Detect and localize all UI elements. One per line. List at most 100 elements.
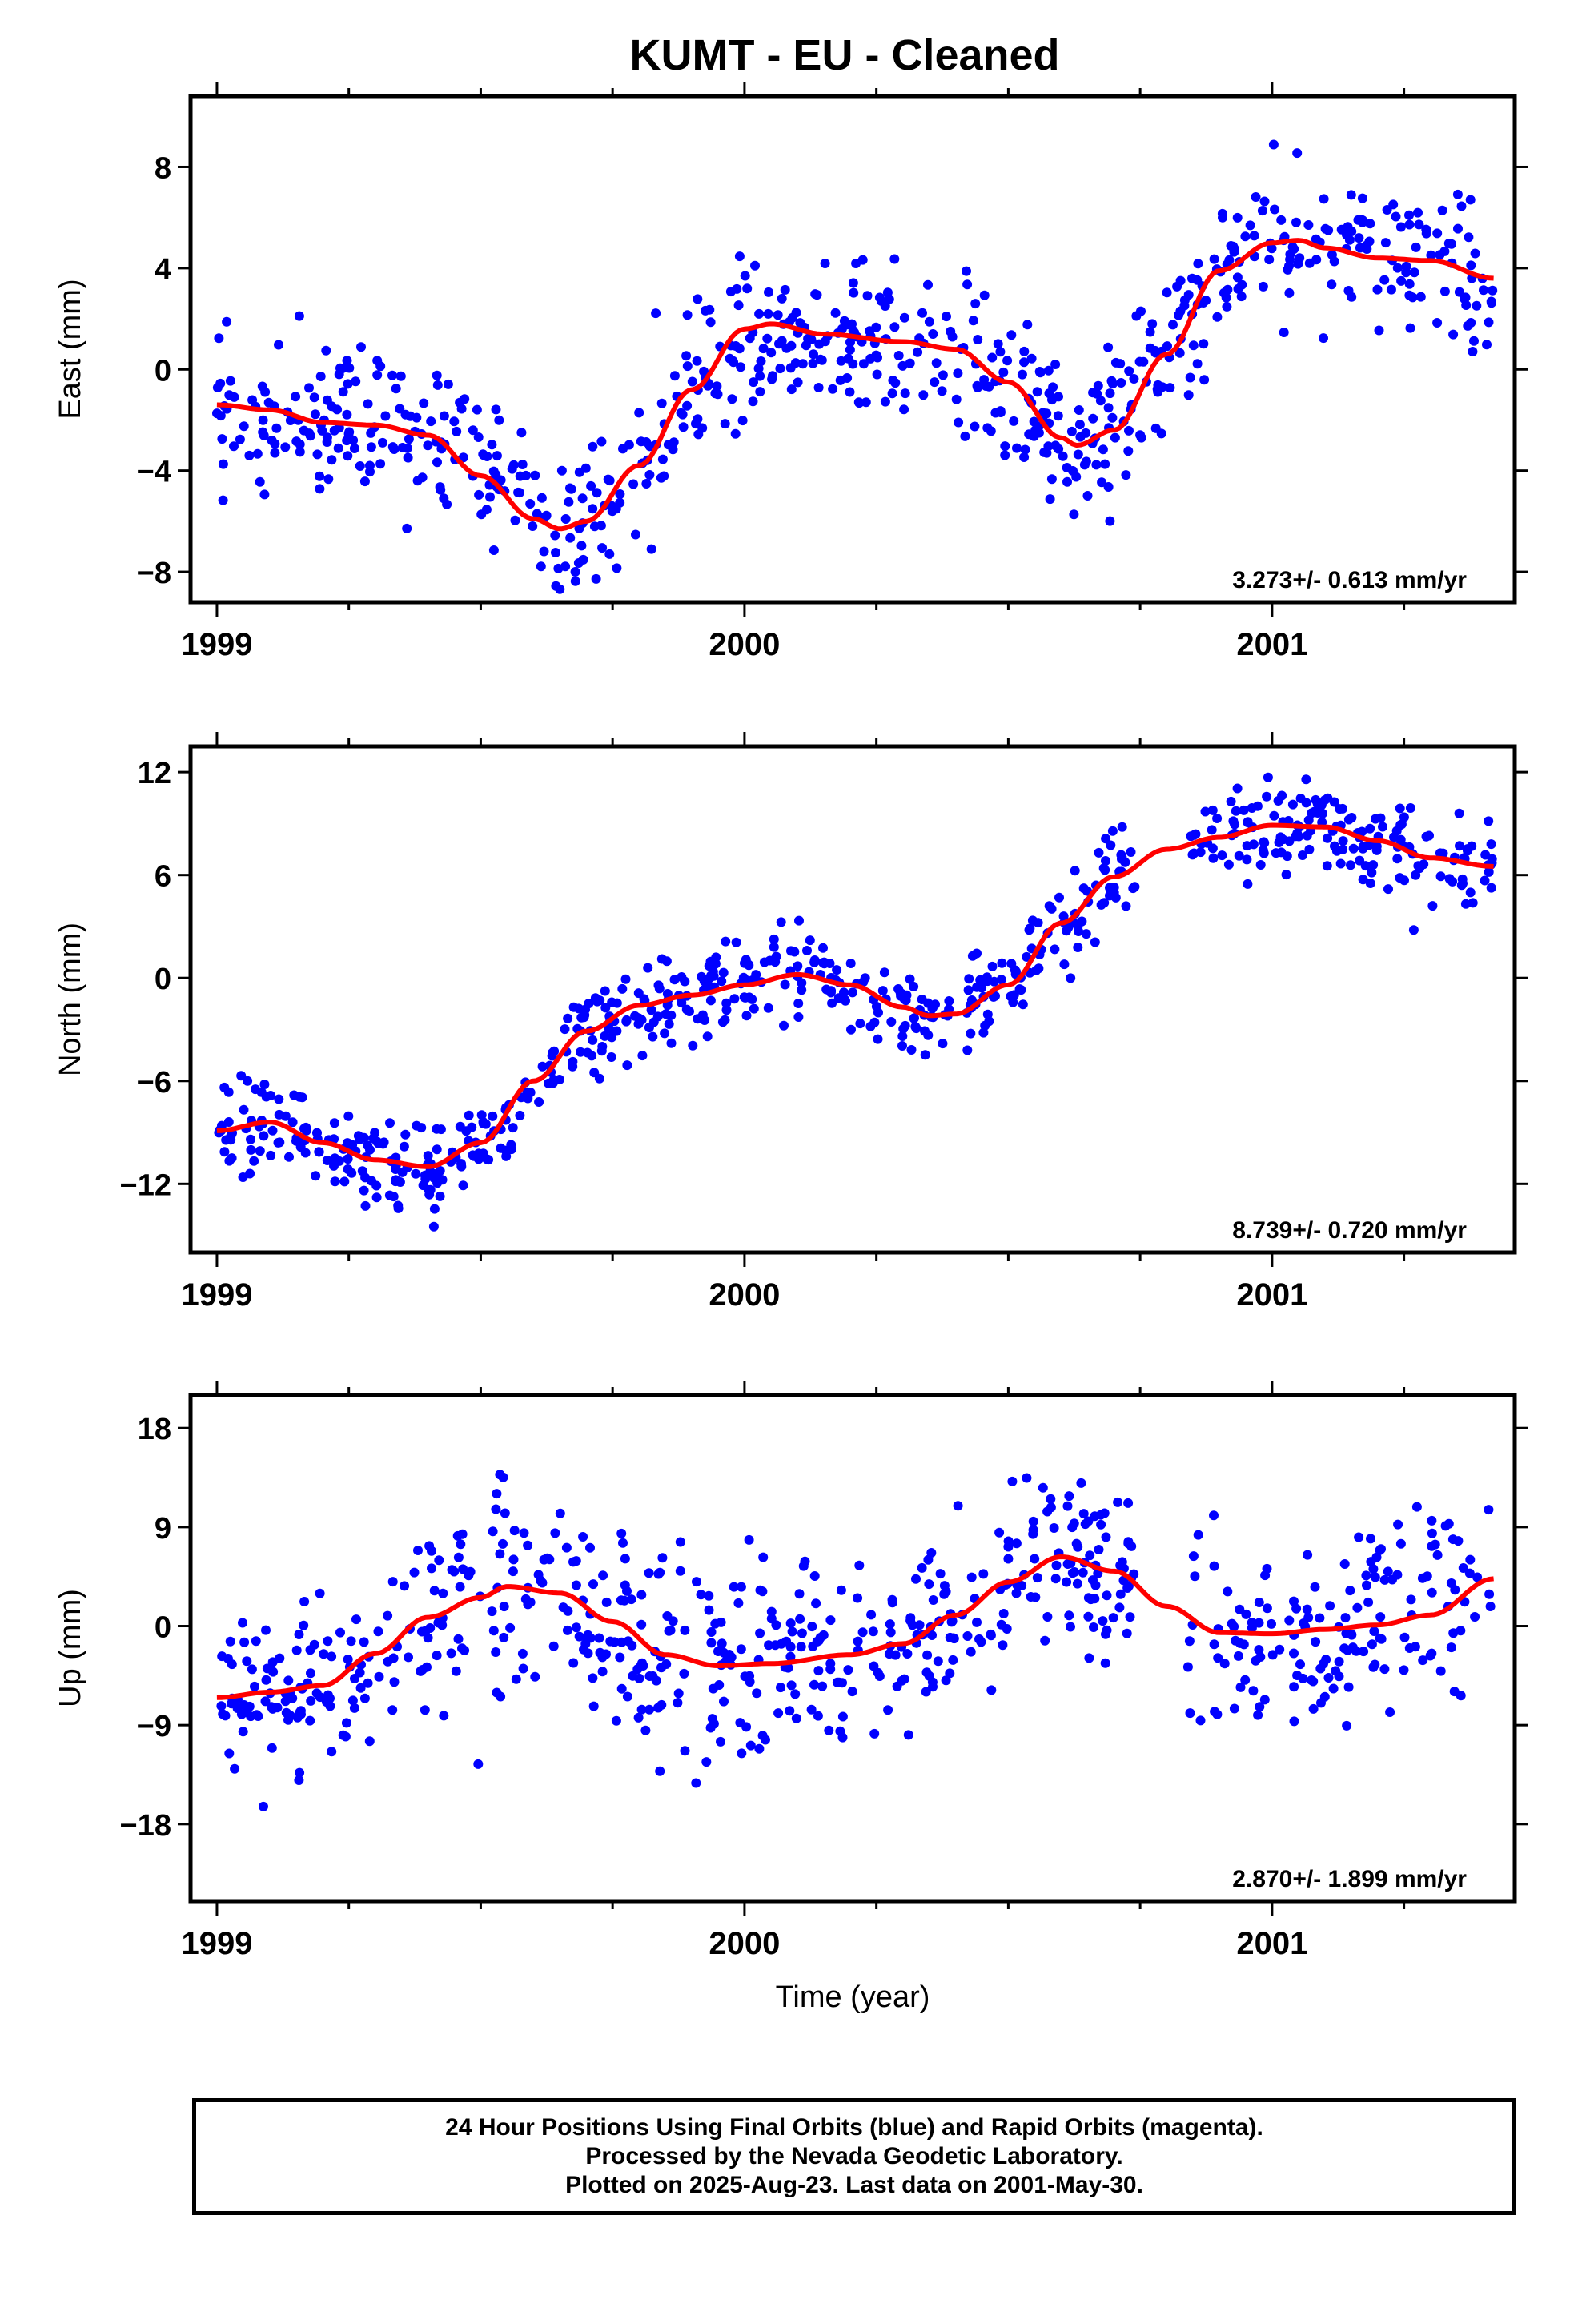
data-point: [874, 292, 885, 303]
data-point: [372, 370, 383, 380]
data-point: [836, 1585, 846, 1595]
data-point: [995, 347, 1006, 357]
data-point: [482, 1154, 492, 1164]
data-point: [1175, 275, 1186, 286]
data-point: [787, 312, 797, 323]
data-point: [1003, 1536, 1014, 1546]
data-point: [622, 1586, 632, 1596]
data-point: [247, 395, 258, 405]
data-point: [518, 1663, 528, 1674]
data-point: [432, 457, 442, 468]
data-point: [942, 312, 951, 322]
data-point: [1123, 1581, 1134, 1591]
data-point: [616, 1637, 627, 1647]
data-point: [1340, 1613, 1351, 1623]
data-point: [551, 548, 560, 557]
data-point: [343, 428, 354, 439]
data-point: [1007, 1476, 1018, 1486]
data-point: [1019, 452, 1030, 462]
data-point: [897, 360, 908, 371]
data-point: [1082, 491, 1093, 501]
data-point: [1182, 1662, 1193, 1672]
data-point: [1248, 839, 1259, 850]
data-point: [432, 1144, 442, 1155]
data-point: [826, 986, 837, 996]
data-point: [907, 1620, 917, 1630]
data-point: [903, 1730, 913, 1740]
data-point: [615, 1652, 625, 1663]
y-tick-label: 18: [138, 1413, 171, 1446]
data-point: [1121, 470, 1131, 480]
y-axis-label: East (mm): [54, 279, 87, 419]
data-point: [897, 1041, 907, 1051]
data-point: [1353, 215, 1363, 225]
data-point: [343, 1655, 353, 1664]
data-point: [1435, 1666, 1446, 1676]
data-point: [525, 1088, 536, 1098]
data-point: [1486, 298, 1496, 308]
data-point: [660, 1028, 670, 1039]
data-point: [1415, 863, 1425, 874]
data-point: [375, 459, 386, 469]
data-point: [1346, 190, 1356, 200]
data-point: [225, 376, 235, 386]
data-point: [758, 1552, 769, 1562]
data-point: [1472, 1572, 1483, 1582]
data-point: [1062, 1577, 1072, 1587]
data-point: [1379, 1574, 1390, 1585]
y-tick-label: −12: [120, 1168, 171, 1202]
data-point: [1185, 372, 1195, 383]
data-point: [423, 1633, 433, 1643]
data-point: [853, 1593, 863, 1603]
data-point: [756, 356, 766, 366]
data-point: [588, 1701, 599, 1711]
data-point: [719, 1696, 729, 1707]
data-point: [901, 990, 912, 1000]
plot-frame: [188, 94, 1517, 605]
data-point: [492, 451, 502, 461]
data-point: [910, 1022, 921, 1032]
data-point: [1464, 1568, 1475, 1578]
data-point: [918, 390, 929, 400]
data-point: [487, 440, 497, 450]
data-point: [612, 998, 622, 1008]
data-point: [267, 1743, 277, 1753]
data-point: [1022, 320, 1033, 330]
data-point: [215, 378, 226, 388]
data-point: [1367, 867, 1377, 878]
data-point: [1449, 1687, 1460, 1697]
rate-annotation: 2.870+/- 1.899 mm/yr: [1232, 1866, 1467, 1892]
data-point: [1022, 951, 1032, 962]
data-point: [1107, 412, 1118, 423]
data-point: [1366, 1534, 1375, 1544]
data-point: [1358, 843, 1368, 854]
data-point: [458, 1180, 468, 1191]
data-point: [1401, 261, 1411, 271]
data-point: [284, 1152, 294, 1162]
data-point: [309, 1639, 319, 1650]
data-point: [711, 952, 721, 963]
data-point: [1468, 347, 1478, 356]
data-point: [646, 544, 656, 554]
data-point: [1002, 1624, 1012, 1634]
data-point: [344, 363, 355, 373]
data-point: [449, 416, 460, 427]
data-point: [687, 376, 697, 387]
data-point: [1209, 254, 1219, 264]
data-point: [1284, 1615, 1295, 1626]
data-point: [611, 504, 621, 514]
data-point: [1103, 342, 1114, 352]
data-point: [586, 480, 596, 491]
data-point: [492, 1489, 502, 1499]
data-point: [1042, 448, 1052, 458]
data-point: [404, 1652, 413, 1663]
data-point: [1404, 210, 1414, 220]
data-point: [718, 967, 729, 978]
data-point: [1293, 259, 1303, 269]
data-point: [1188, 340, 1199, 351]
data-point: [720, 1015, 730, 1025]
data-point: [1213, 1653, 1223, 1663]
data-point: [774, 339, 784, 349]
data-point: [780, 284, 790, 295]
data-point: [923, 1030, 934, 1040]
